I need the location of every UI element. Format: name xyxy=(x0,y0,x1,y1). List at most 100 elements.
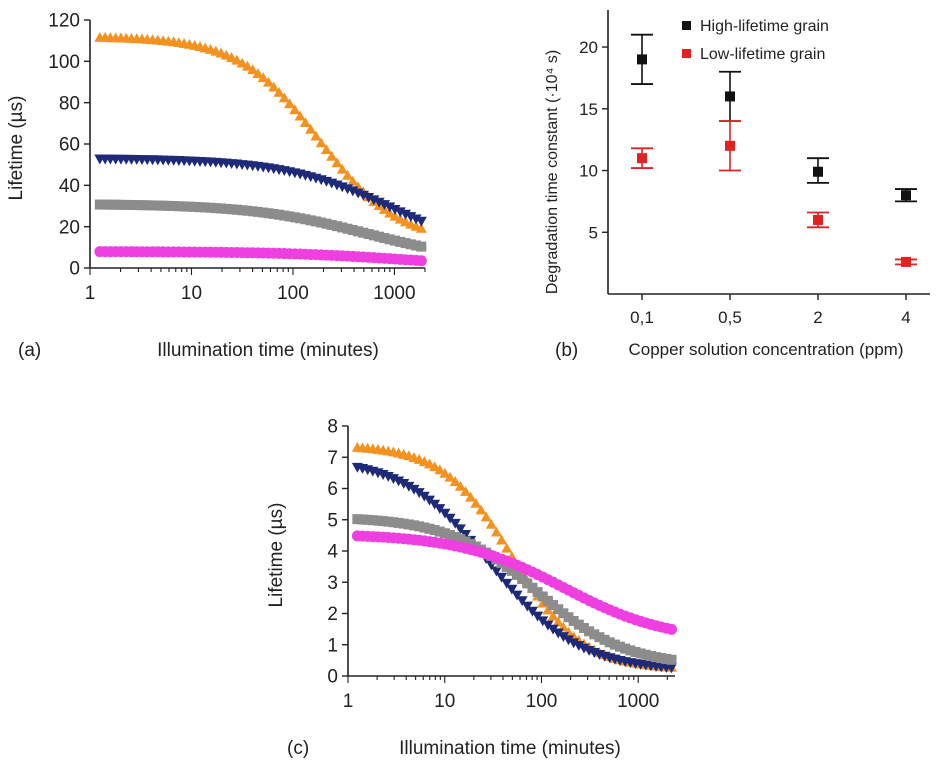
panel-c-y-axis-label: Lifetime (µs) xyxy=(266,503,287,608)
panel-a-series-2-point xyxy=(226,204,237,215)
panel-c-series-2-point xyxy=(630,646,641,657)
panel-c-series-1-point xyxy=(557,632,569,642)
panel-c-series-2-point xyxy=(651,652,662,663)
panel-c-series-2-point xyxy=(542,595,553,606)
panel-b-x-tick-label: 0,1 xyxy=(630,308,654,327)
panel-c-series-2-point xyxy=(506,565,517,576)
panel-c-series-0-point xyxy=(485,518,497,529)
panel-b-series-0-point xyxy=(637,54,647,65)
panel-a-series-2-point xyxy=(263,208,274,219)
panel-c-series-2-point xyxy=(609,639,620,650)
panel-c-series-2-point xyxy=(378,516,389,527)
panel-a-series-2-point xyxy=(173,201,184,212)
panel-a-series-2-point xyxy=(210,203,221,214)
panel-c-series-2-point xyxy=(398,518,409,529)
panel-a-series-0-point xyxy=(236,57,248,68)
panel-b-x-tick-label: 4 xyxy=(901,308,910,327)
panel-b-y-tick-label: 20 xyxy=(579,38,598,57)
panel-a-series-2-point xyxy=(94,199,105,210)
panel-a-series-0-point xyxy=(289,104,301,115)
panel-a-series-0-point xyxy=(389,210,401,221)
panel-a-series-2-point xyxy=(121,199,132,210)
panel-c-series-2-point xyxy=(594,632,605,643)
panel-c-series-2-point xyxy=(537,591,548,602)
panel-a-series-2-point xyxy=(200,202,211,213)
panel-a-series-0 xyxy=(94,31,427,233)
panel-c-series-2-point xyxy=(429,525,440,536)
panel-a-series-0-point xyxy=(305,123,317,134)
panel-b-label: (b) xyxy=(555,340,578,361)
panel-a-y-tick-label: 60 xyxy=(59,135,80,156)
panel-a-series-2-point xyxy=(216,203,227,214)
panel-c-series-2-point xyxy=(414,521,425,532)
legend-label-low: Low-lifetime grain xyxy=(700,46,825,63)
panel-a-series-2-point xyxy=(194,202,205,213)
panel-a-series-0-point xyxy=(320,144,332,155)
legend-label-high: High-lifetime grain xyxy=(700,18,829,35)
panel-c-x-tick-label: 100 xyxy=(526,691,558,712)
panel-b-x-axis-label: Copper solution concentration (ppm) xyxy=(629,340,904,359)
panel-b-series-1-point xyxy=(637,153,647,164)
panel-a-series-2-point xyxy=(353,226,364,237)
panel-a-series-2-point xyxy=(110,199,121,210)
panel-c-series-2-point xyxy=(424,523,435,534)
panel-a-series-2-point xyxy=(411,240,422,251)
panel-a-x-tick-label: 1 xyxy=(85,283,96,304)
panel-b-chart: 5 10 15 20 0,1 0,5 2 4 Degradation time constan… xyxy=(544,10,930,361)
panel-c-series-2-point xyxy=(352,514,363,525)
panel-b-series-0-point xyxy=(725,91,735,102)
panel-c-y-tick-label: 8 xyxy=(327,417,338,438)
panel-c-y-tick-label: 5 xyxy=(327,510,338,531)
panel-a-series-2-point xyxy=(358,227,369,238)
legend-marker-high xyxy=(682,21,691,30)
panel-a-label: (a) xyxy=(18,340,41,361)
panel-c-series-1-point xyxy=(403,481,415,492)
panel-c-series-2-point xyxy=(439,528,450,539)
panel-a-series-2-point xyxy=(342,223,353,234)
panel-a-series-2-point xyxy=(115,199,126,210)
panel-a-y-tick-label: 100 xyxy=(48,52,80,73)
panel-c-series-1-point xyxy=(413,488,425,499)
panel-c-series-2-point xyxy=(661,653,672,664)
panel-b-series-1 xyxy=(631,120,917,267)
panel-a-series-0-point xyxy=(284,98,296,109)
panel-c-series-2-point xyxy=(445,530,456,541)
panel-c-series-0-point xyxy=(542,604,554,615)
panel-c-series-0-point xyxy=(490,526,502,537)
panel-a-series-3-point xyxy=(415,255,427,267)
panel-a-series-2-point xyxy=(126,199,137,210)
panel-a-series-2-point xyxy=(221,203,232,214)
panel-c-series-2-point xyxy=(625,645,636,656)
panel-c-series-1-point xyxy=(501,578,513,589)
legend-marker-low xyxy=(682,49,691,58)
panel-b-y-tick-label: 15 xyxy=(579,100,598,119)
panel-c-series-2-point xyxy=(522,578,533,589)
panel-c-series-2-point xyxy=(584,626,595,637)
panel-a-series-3 xyxy=(94,246,427,267)
panel-c-series-1-point xyxy=(573,641,585,652)
panel-c-series-1-point xyxy=(516,596,528,607)
panel-a-series-2-point xyxy=(374,231,385,242)
panel-a-series-0-point xyxy=(342,169,354,180)
panel-c-series-2-point xyxy=(512,569,523,580)
panel-a-series-2-point xyxy=(395,236,406,247)
panel-c-series-1-point xyxy=(449,518,461,529)
panel-c-label: (c) xyxy=(287,738,309,759)
panel-c-series-1-point xyxy=(423,495,435,506)
panel-c-series-1-point xyxy=(542,620,554,631)
panel-a-series-0-point xyxy=(384,207,396,218)
panel-a-x-tick-label: 1000 xyxy=(373,283,415,304)
panel-c-series-2-point xyxy=(367,515,378,526)
panel-c-series-1-point xyxy=(521,601,533,612)
panel-b-series xyxy=(631,33,917,267)
panel-a-series-0-point xyxy=(252,68,264,79)
panel-c-series xyxy=(351,441,677,674)
panel-a-series-0-point xyxy=(315,137,327,148)
panel-a-series-2-point xyxy=(347,225,358,236)
panel-b-series-0-point xyxy=(901,190,911,201)
panel-a-series-2-point xyxy=(152,200,163,211)
panel-a-series-2-point xyxy=(184,201,195,212)
panel-a-series-2-point xyxy=(258,207,269,218)
panel-a-series-2-point xyxy=(368,230,379,241)
panel-a-series-0-point xyxy=(247,64,259,75)
